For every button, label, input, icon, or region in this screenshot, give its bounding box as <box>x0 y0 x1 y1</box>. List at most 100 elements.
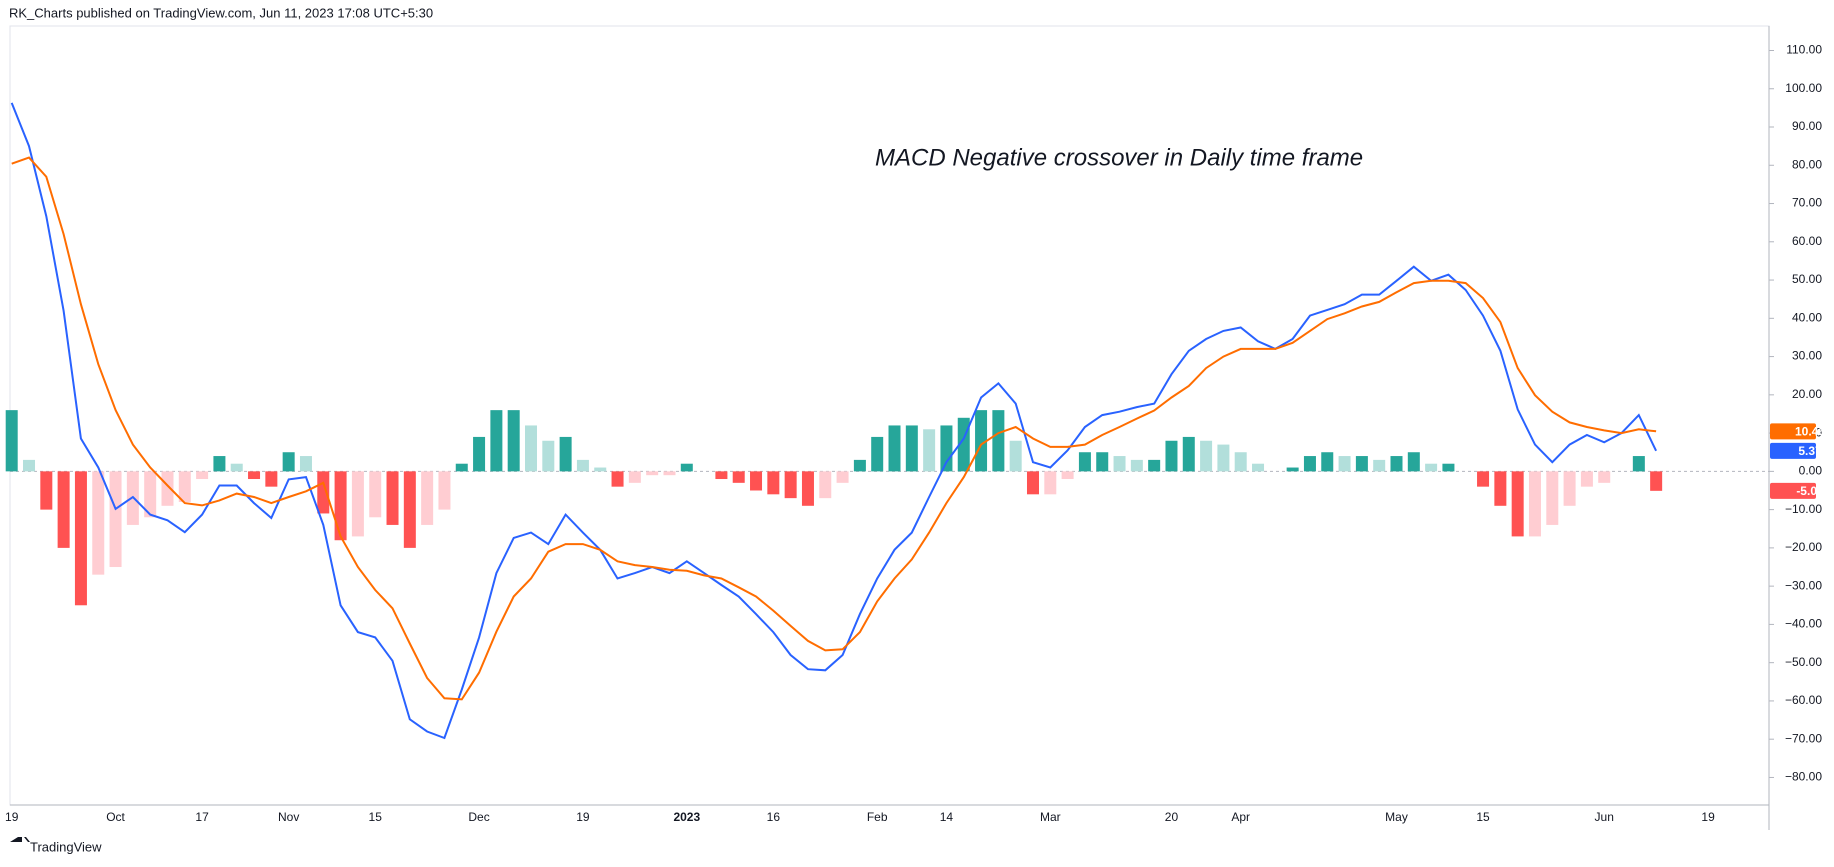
histogram-bar <box>57 471 70 548</box>
histogram-bar <box>871 436 884 472</box>
last-value-label: -5.09 <box>1796 484 1824 498</box>
x-tick-label: 14 <box>940 810 954 824</box>
series-line <box>10 102 1657 740</box>
y-tick-label: −70.00 <box>1785 731 1822 745</box>
histogram-bar <box>801 471 814 506</box>
x-tick-label: 2023 <box>673 810 700 824</box>
y-tick-label: 70.00 <box>1792 196 1822 210</box>
histogram-bar <box>767 471 780 495</box>
histogram-bar <box>92 471 105 575</box>
footer-brand: TradingView <box>30 839 102 854</box>
histogram-bar <box>40 471 53 510</box>
histogram-bar <box>646 471 659 476</box>
histogram-bar <box>1477 471 1490 487</box>
histogram-bar <box>403 471 416 548</box>
x-tick-label: 17 <box>195 810 209 824</box>
histogram-bar <box>386 471 399 525</box>
histogram-bar <box>1148 459 1161 472</box>
series-line <box>11 156 1657 701</box>
histogram-bar <box>975 410 988 472</box>
y-tick-label: −10.00 <box>1785 502 1822 516</box>
histogram-bar <box>1546 471 1559 525</box>
histogram-bar <box>473 436 486 472</box>
histogram-bar <box>1165 440 1178 472</box>
x-tick-label: 19 <box>576 810 590 824</box>
y-tick-label: 0.00 <box>1799 464 1823 478</box>
x-tick-label: 15 <box>1476 810 1490 824</box>
histogram-bar <box>680 463 693 472</box>
x-tick-label: 15 <box>369 810 383 824</box>
histogram-bar <box>1044 471 1057 495</box>
histogram-bar <box>1217 444 1230 472</box>
histogram-bar <box>455 463 468 472</box>
y-tick-label: −50.00 <box>1785 655 1822 669</box>
histogram-bar <box>1390 456 1403 472</box>
histogram-bar <box>992 410 1005 472</box>
x-tick-label: Mar <box>1040 810 1061 824</box>
histogram-bar <box>507 410 520 472</box>
histogram-bar <box>369 471 382 518</box>
last-value-label: 5.37 <box>1798 444 1822 458</box>
histogram-bar <box>5 410 18 472</box>
histogram-bar <box>611 471 624 487</box>
histogram-bar <box>1442 463 1455 472</box>
last-value-label: 10.46 <box>1795 425 1825 439</box>
histogram-bar <box>559 436 572 472</box>
y-tick-label: 100.00 <box>1785 81 1822 95</box>
y-tick-label: 40.00 <box>1792 310 1822 324</box>
histogram-bar <box>1425 463 1438 472</box>
histogram-bar <box>265 471 278 487</box>
histogram-bar <box>750 471 763 491</box>
histogram-bar <box>1528 471 1541 537</box>
y-tick-label: 20.00 <box>1792 387 1822 401</box>
y-tick-label: 60.00 <box>1792 234 1822 248</box>
histogram-bar <box>628 471 641 483</box>
histogram-bar <box>490 410 503 472</box>
histogram-bar <box>1113 456 1126 472</box>
histogram-bar <box>248 471 261 480</box>
histogram-bar <box>1338 456 1351 472</box>
histogram-bar <box>1096 452 1109 472</box>
histogram-bar <box>1373 459 1386 472</box>
histogram-bar <box>421 471 434 525</box>
y-tick-label: −40.00 <box>1785 617 1822 631</box>
x-tick-label: Jun <box>1595 810 1614 824</box>
histogram-bar <box>213 456 226 472</box>
x-tick-label: Dec <box>468 810 489 824</box>
y-tick-label: −80.00 <box>1785 770 1822 784</box>
footer-logo <box>10 837 30 842</box>
histogram-bar <box>1598 471 1611 483</box>
histogram-bar <box>1632 456 1645 472</box>
x-tick-label: 19 <box>1701 810 1715 824</box>
histogram-bar <box>23 459 36 472</box>
histogram-bar <box>905 425 918 472</box>
histogram-bar <box>299 456 312 472</box>
histogram-bar <box>715 471 728 480</box>
histogram-bar <box>1303 456 1316 472</box>
histogram-bar <box>1252 463 1265 472</box>
last-value-tag <box>1770 423 1816 440</box>
histogram-bar <box>836 471 849 483</box>
histogram-bar <box>334 471 347 541</box>
histogram-bar <box>1182 436 1195 472</box>
histogram-bar <box>1026 471 1039 495</box>
header: RK_Charts published on TradingView.com, … <box>9 5 433 20</box>
histogram-bar <box>576 459 589 472</box>
histogram-bar <box>438 471 451 510</box>
histogram-bar <box>1078 452 1091 472</box>
histogram-bar <box>1650 471 1663 491</box>
histogram-bar <box>525 425 537 472</box>
x-tick-label: Feb <box>867 810 888 824</box>
histogram-bar <box>74 471 87 606</box>
histogram-bar <box>1286 467 1299 472</box>
histogram-bar <box>1511 471 1524 537</box>
histogram-bar <box>1580 471 1593 487</box>
histogram-bar <box>784 471 797 499</box>
histogram-bar <box>1407 452 1420 472</box>
histogram-bar <box>1494 471 1507 506</box>
last-value-tag <box>1770 482 1816 499</box>
histogram-bar <box>1200 440 1213 472</box>
y-tick-label: 80.00 <box>1792 157 1822 171</box>
histogram-bar <box>230 463 243 472</box>
histogram-bar <box>1355 456 1368 472</box>
